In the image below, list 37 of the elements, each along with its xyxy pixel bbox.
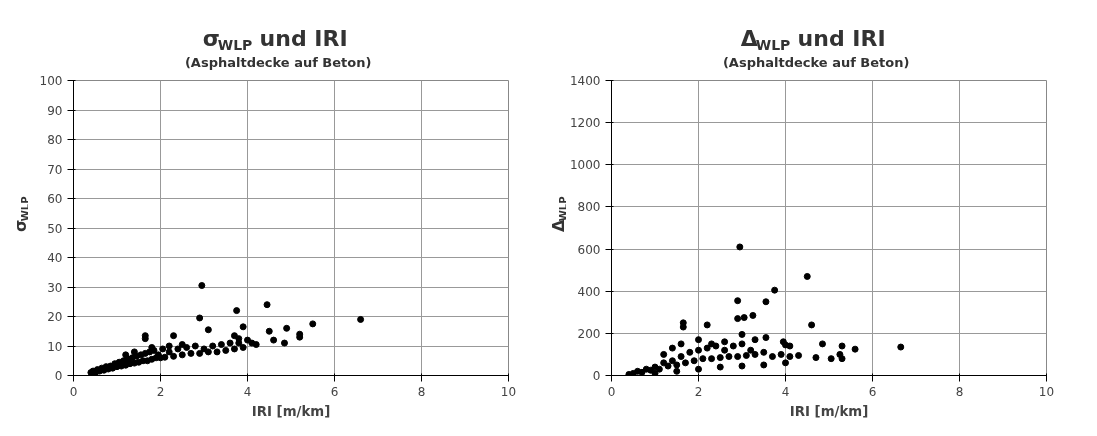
y-tick-label: 600 — [577, 242, 601, 257]
x-axis-title: IRI [m/km] — [251, 403, 331, 419]
x-tick-label: 6 — [868, 384, 877, 399]
y-tick-label: 100 — [39, 74, 63, 88]
y-tick-label: 50 — [47, 221, 63, 236]
y-axis-title: ΔWLP — [549, 196, 569, 233]
y-tick-label: 400 — [577, 284, 601, 299]
y-tick-label: 0 — [54, 369, 63, 383]
x-tick-label: 10 — [1038, 384, 1055, 399]
y-tick-label: 80 — [47, 133, 63, 147]
x-tick-label: 2 — [156, 384, 165, 399]
y-axis-title: σWLP — [11, 196, 31, 233]
x-tick-label: 8 — [955, 384, 964, 399]
x-tick-label: 4 — [243, 384, 252, 399]
chart-subtitle: (Asphaltdecke auf Beton) — [722, 55, 910, 70]
x-tick-label: 10 — [500, 384, 517, 399]
y-tick-label: 800 — [577, 200, 601, 215]
y-tick-label: 1400 — [569, 74, 601, 88]
x-axis-title: IRI [m/km] — [789, 403, 869, 419]
y-tick-label: 1000 — [569, 158, 601, 173]
y-tick-label: 200 — [577, 326, 601, 341]
y-tick-label: 10 — [47, 339, 63, 354]
y-tick-label: 90 — [47, 103, 63, 118]
y-tick-label: 30 — [47, 280, 63, 295]
chart-subtitle: (Asphaltdecke auf Beton) — [184, 55, 372, 70]
x-tick-label: 0 — [69, 384, 78, 399]
x-tick-label: 8 — [417, 384, 426, 399]
y-tick-label: 1200 — [569, 116, 601, 131]
x-tick-label: 2 — [694, 384, 703, 399]
y-tick-label: 70 — [47, 162, 63, 177]
y-tick-label: 60 — [47, 192, 63, 206]
y-tick-label: 0 — [592, 369, 601, 383]
y-tick-label: 40 — [47, 251, 63, 265]
x-tick-label: 4 — [781, 384, 790, 399]
y-tick-label: 20 — [47, 310, 63, 324]
x-tick-label: 0 — [607, 384, 616, 399]
x-tick-label: 6 — [330, 384, 339, 399]
